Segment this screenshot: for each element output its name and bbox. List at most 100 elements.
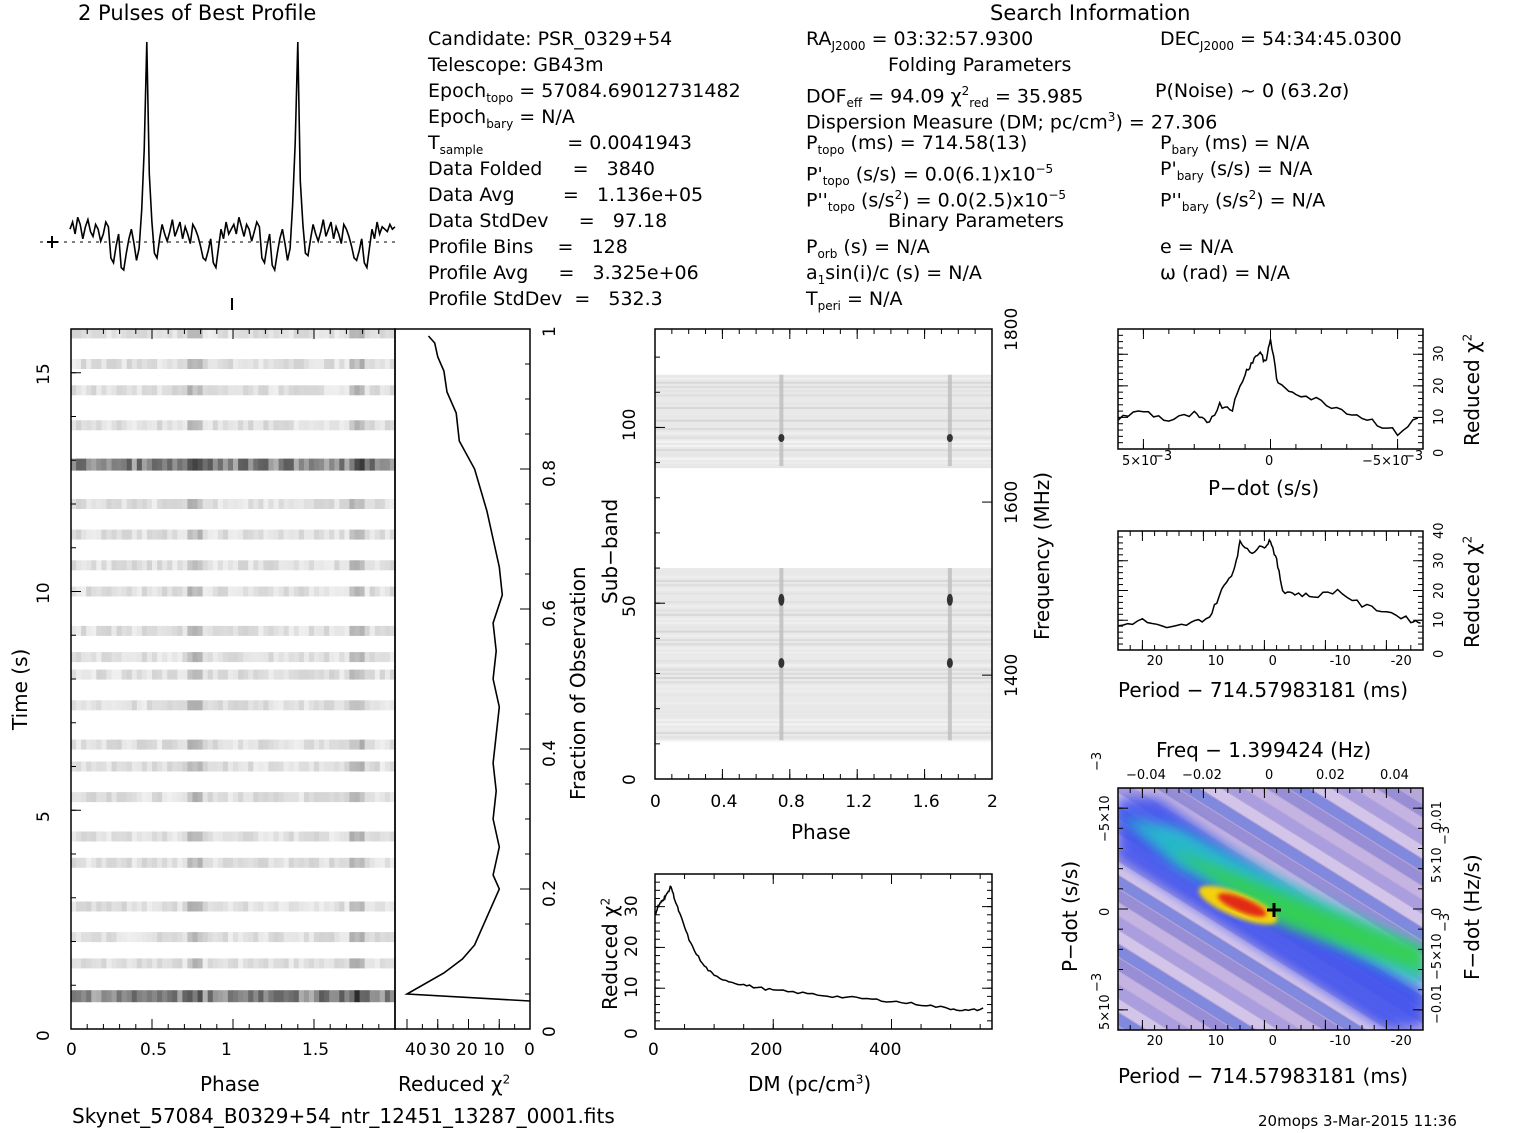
time-row [324, 932, 330, 943]
dark-time-row [314, 990, 320, 1003]
time-row [243, 499, 249, 509]
time-row [339, 739, 345, 750]
time-row [172, 932, 178, 943]
time-row [96, 385, 102, 396]
time-row [374, 669, 381, 680]
time-row [116, 420, 123, 431]
a1-line: a1sin(i)/c (s) = N/A [806, 262, 982, 287]
time-row [111, 586, 118, 597]
pdot-ytick: 0 [1432, 448, 1447, 457]
time-row [374, 857, 381, 868]
time-row [238, 586, 244, 597]
time-row [389, 700, 396, 711]
time-row [126, 669, 133, 680]
ppd-ylabel: P−dot (s/s) [1058, 860, 1082, 972]
time-row [81, 560, 87, 571]
time-row [202, 792, 209, 803]
time-row [152, 385, 158, 396]
time-row [96, 359, 102, 369]
time-row [177, 385, 183, 396]
time-row [354, 669, 361, 680]
time-row [152, 529, 158, 540]
time-row [101, 652, 108, 663]
time-row [222, 792, 229, 803]
time-row [217, 831, 224, 842]
period-pdot-map [1117, 787, 1424, 1031]
time-row [273, 328, 280, 339]
time-row [81, 958, 87, 969]
time-row [172, 739, 178, 750]
time-row [253, 529, 259, 540]
time-row [162, 652, 168, 663]
time-row [101, 700, 108, 711]
time-row [172, 499, 178, 509]
time-row [379, 328, 386, 339]
time-row [141, 529, 148, 540]
dark-time-row [389, 458, 396, 471]
time-row [303, 586, 310, 597]
dark-time-row [101, 990, 108, 1003]
dark-time-row [152, 990, 158, 1003]
fraction-ytick: 0 [540, 1026, 560, 1037]
time-row [91, 700, 97, 711]
time-row [278, 831, 285, 842]
time-row [359, 586, 366, 597]
t-sample-value: = 0.0041943 [567, 132, 692, 154]
dark-time-row [344, 458, 351, 471]
freq-xtick: 0 [1265, 768, 1274, 783]
ppd-xlabel: Period − 714.57983181 (ms) [1118, 1064, 1409, 1088]
time-row [283, 761, 290, 772]
time-row [126, 700, 133, 711]
time-row [141, 761, 148, 772]
time-row [258, 958, 264, 969]
time-row [197, 669, 204, 680]
time-row [329, 669, 335, 680]
time-row [141, 625, 148, 636]
time-row [157, 761, 163, 772]
time-row [268, 792, 275, 803]
p-topo-line: Ptopo (ms) = 714.58(13) [806, 132, 1028, 157]
time-row [349, 901, 356, 912]
time-row [243, 625, 249, 636]
subband-row [655, 415, 992, 418]
time-row [298, 739, 305, 750]
time-row [354, 529, 361, 540]
time-row [298, 625, 305, 636]
time-row [162, 761, 168, 772]
time-row [238, 669, 244, 680]
time-row [106, 739, 113, 750]
time-row [258, 932, 264, 943]
time-row [339, 385, 345, 396]
time-row [96, 831, 102, 842]
time-row [258, 586, 264, 597]
time-row [344, 328, 351, 339]
time-row [369, 385, 376, 396]
dark-time-row [344, 990, 351, 1003]
time-row [288, 586, 295, 597]
time-row [238, 529, 244, 540]
dark-time-row [227, 458, 234, 471]
time-row [111, 560, 118, 571]
time-row [389, 499, 396, 509]
dark-time-row [222, 458, 229, 471]
time-row [101, 385, 108, 396]
time-row [384, 328, 391, 339]
time-row [86, 586, 92, 597]
time-row [177, 499, 183, 509]
time-row [298, 761, 305, 772]
time-row [283, 831, 290, 842]
time-row [379, 560, 386, 571]
p-bary-value: (ms) = N/A [1204, 132, 1310, 154]
time-row [217, 560, 224, 571]
folding-title: Folding Parameters [888, 54, 1072, 76]
subband-row [655, 740, 992, 743]
time-row [207, 901, 214, 912]
time-row [172, 761, 178, 772]
time-row [263, 932, 270, 943]
time-row [197, 499, 204, 509]
time-row [233, 932, 239, 943]
time-row [339, 328, 345, 339]
epoch-bary-value: = N/A [519, 106, 575, 128]
time-row [298, 792, 305, 803]
dark-time-row [167, 990, 173, 1003]
